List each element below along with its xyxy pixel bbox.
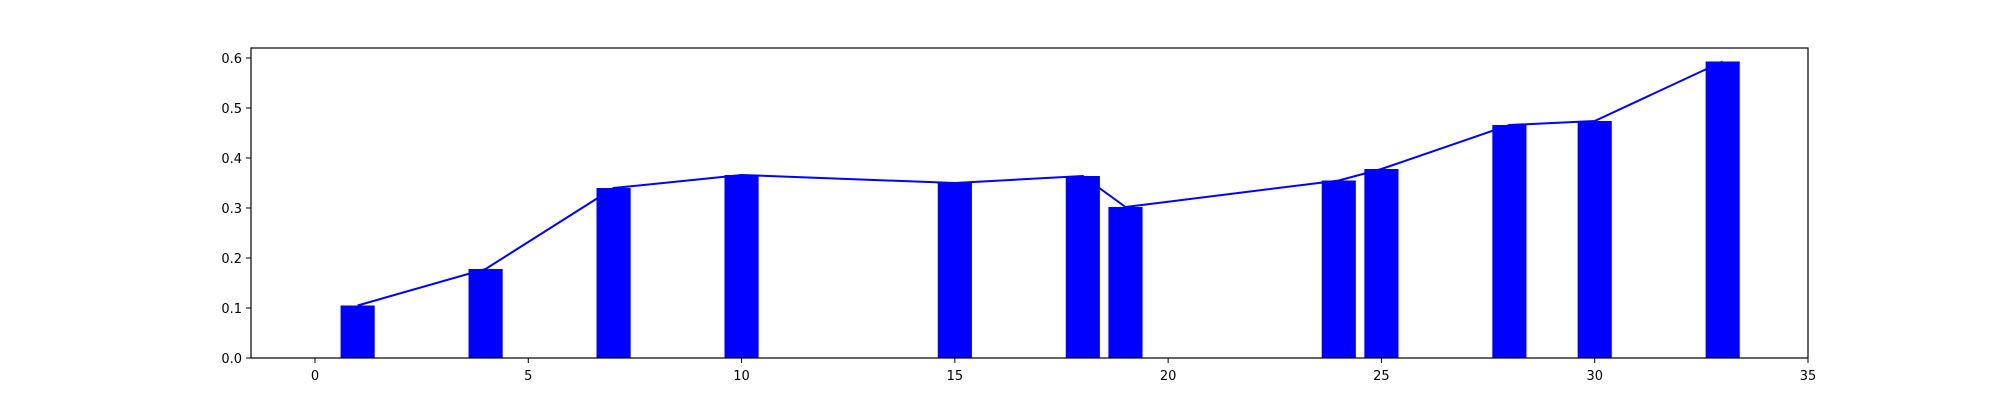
ticks-layer: 0 5 10 15 20 25 30 35 0.0 0.1 0.2 0.3 0.4 0.5 0.6 <box>221 52 1816 384</box>
bar-7 <box>1321 180 1356 358</box>
bar-9 <box>1492 125 1527 358</box>
x-tick-label-7: 35 <box>1800 369 1817 384</box>
bar-6 <box>1108 207 1143 358</box>
axes-layer <box>250 47 1809 359</box>
x-tick-label-6: 30 <box>1586 369 1603 384</box>
x-tick-label-3: 15 <box>947 369 964 384</box>
x-tick-label-0: 0 <box>311 369 319 384</box>
bar-8 <box>1364 169 1399 358</box>
y-tick-label-6: 0.6 <box>221 52 242 67</box>
bar-5 <box>1065 176 1100 358</box>
bar-1 <box>468 269 503 358</box>
bars-layer <box>340 61 1740 358</box>
y-tick-label-5: 0.5 <box>221 102 242 117</box>
bar-4 <box>937 183 972 358</box>
y-tick-label-2: 0.2 <box>221 252 242 267</box>
bar-11 <box>1705 61 1740 358</box>
y-tick-label-3: 0.3 <box>221 202 242 217</box>
x-tick-label-5: 25 <box>1373 369 1390 384</box>
plot-frame <box>250 47 1809 359</box>
bar-0 <box>340 305 375 358</box>
bar-10 <box>1577 121 1612 358</box>
y-tick-label-1: 0.1 <box>221 302 242 317</box>
x-tick-label-1: 5 <box>524 369 532 384</box>
y-tick-label-4: 0.4 <box>221 152 242 167</box>
bar-2 <box>596 188 631 358</box>
bar-3 <box>724 175 759 358</box>
x-tick-label-4: 20 <box>1160 369 1177 384</box>
y-tick-label-0: 0.0 <box>221 352 242 367</box>
line-layer <box>357 60 1724 307</box>
series-line <box>357 60 1724 307</box>
x-tick-label-2: 10 <box>733 369 750 384</box>
